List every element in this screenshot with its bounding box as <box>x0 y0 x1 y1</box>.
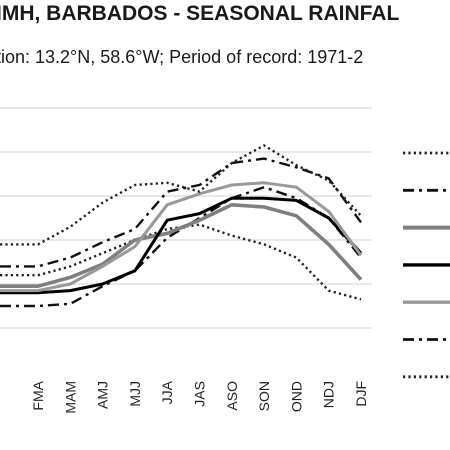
series-line-4 <box>0 196 363 295</box>
x-tick-label: JAS <box>192 381 208 407</box>
series-line-5 <box>0 181 363 293</box>
series-line-1 <box>0 223 362 301</box>
x-tick-label: FMA <box>30 380 46 410</box>
x-tick-label: MJJ <box>127 381 143 407</box>
x-tick-label: NDJ <box>321 381 337 408</box>
x-axis-tick-labels: FMA MAM AMJ MJJ JJA JAS ASO SON OND NDJ DJF <box>30 380 369 413</box>
chart-subtitle: tion: 13.2°N, 58.6°W; Period of record: … <box>0 47 364 67</box>
gridlines <box>0 107 372 329</box>
legend <box>403 151 450 379</box>
chart-title: IMH, BARBADOS - SEASONAL RAINFAL <box>0 2 400 25</box>
x-tick-label: ASO <box>224 381 240 411</box>
x-tick-label: SON <box>256 381 272 411</box>
x-tick-label: AMJ <box>95 381 111 409</box>
series-line-7 <box>0 144 362 246</box>
series-line-6 <box>0 157 362 268</box>
series-layer <box>0 144 363 308</box>
series-line-3 <box>0 203 363 289</box>
x-tick-label: JJA <box>159 380 175 404</box>
x-tick-label: DJF <box>353 381 369 407</box>
x-tick-label: OND <box>288 381 304 412</box>
x-tick-label: MAM <box>62 381 78 414</box>
